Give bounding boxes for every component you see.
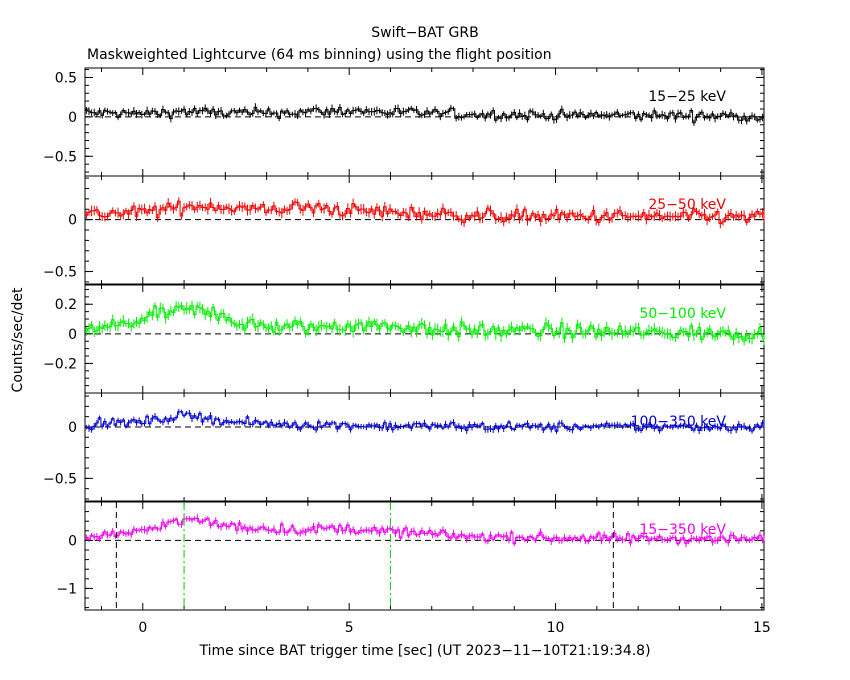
lightcurve-series [85, 200, 765, 225]
series-label: 50−100 keV [639, 306, 726, 322]
x-axis-label: Time since BAT trigger time [sec] (UT 20… [198, 643, 650, 659]
series-label: 15−25 keV [648, 89, 726, 105]
y-tick-label: −0.5 [43, 471, 77, 487]
y-axis-label: Counts/sec/det [10, 287, 26, 392]
x-tick-label: 15 [753, 620, 771, 636]
panel-5: −1 0 15−350 keV [56, 501, 765, 611]
chart-title: Swift−BAT GRB [371, 25, 478, 41]
lightcurve-series [85, 106, 765, 124]
x-tick-label: 10 [547, 620, 565, 636]
panels-layer: −0.5 0 0.5 15−25 keV −0.5 0 25−50 keV −0.2 0 0.2 5… [43, 67, 771, 636]
y-tick-label: −0.2 [43, 356, 77, 372]
y-tick-label: 0 [68, 420, 77, 436]
lightcurve-series [85, 411, 765, 432]
y-tick-label: 0 [68, 327, 77, 343]
y-tick-label: 0 [68, 533, 77, 549]
chart-subtitle: Maskweighted Lightcurve (64 ms binning) … [87, 47, 552, 63]
lightcurve-series [85, 305, 765, 342]
y-tick-label: 0 [68, 110, 77, 126]
lightcurve-series [85, 517, 765, 545]
series-label: 15−350 keV [639, 522, 726, 538]
y-tick-label: −0.5 [43, 149, 77, 165]
y-tick-label: −0.5 [43, 265, 77, 281]
y-tick-label: 0.5 [55, 70, 77, 86]
panel-4: −0.5 0 100−350 keV [43, 392, 765, 502]
series-label: 100−350 keV [631, 414, 727, 430]
panel-frame [84, 392, 765, 502]
panel-1: −0.5 0 0.5 15−25 keV [43, 67, 765, 177]
y-tick-label: 0 [68, 213, 77, 229]
y-tick-label: 0.2 [55, 297, 77, 313]
y-tick-label: −1 [56, 581, 77, 597]
panel-frame [84, 501, 765, 611]
series-label: 25−50 keV [648, 197, 726, 213]
x-tick-label: 0 [138, 620, 147, 636]
x-tick-label: 5 [345, 620, 354, 636]
panel-3: −0.2 0 0.2 50−100 keV [43, 284, 765, 394]
panel-2: −0.5 0 25−50 keV [43, 175, 765, 285]
